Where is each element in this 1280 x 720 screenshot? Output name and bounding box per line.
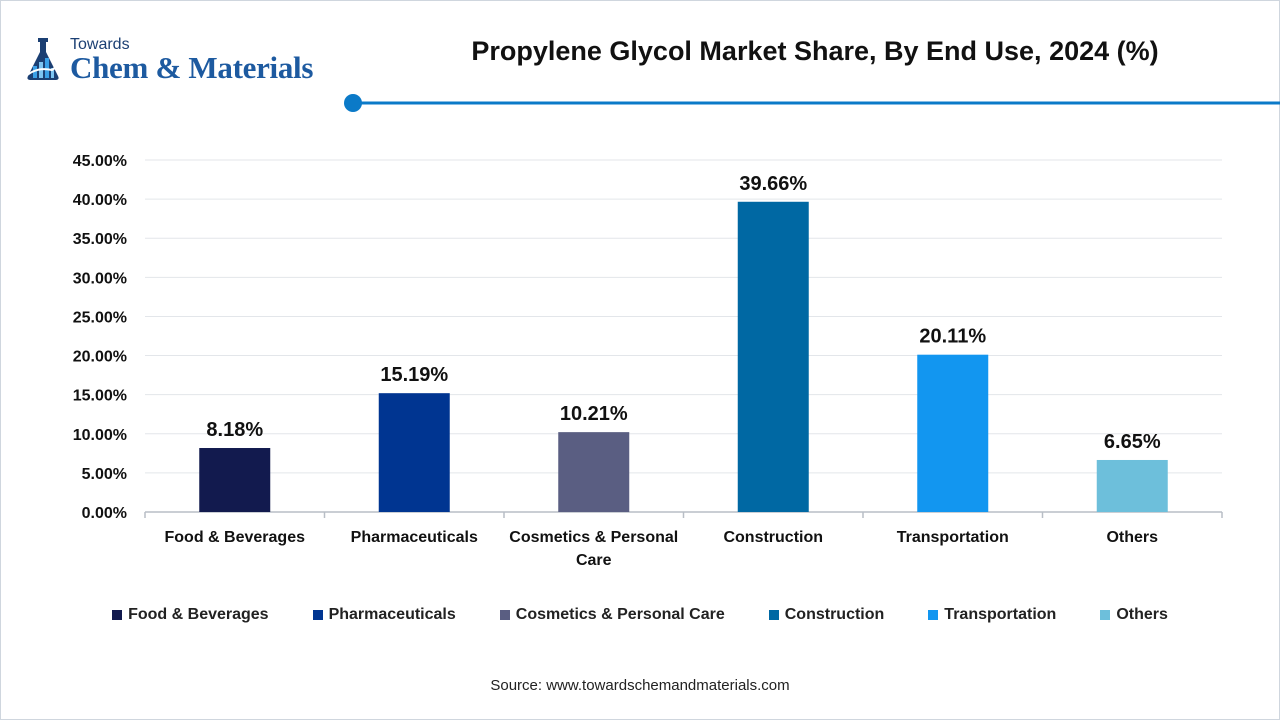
legend-item: Food & Beverages xyxy=(112,604,269,626)
bar-value-label: 8.18% xyxy=(206,419,263,441)
legend-item: Others xyxy=(1100,604,1168,626)
logo-wordmark-main: Chem & Materials xyxy=(70,50,314,85)
legend-item: Pharmaceuticals xyxy=(312,604,456,626)
legend-label: Food & Beverages xyxy=(128,606,269,623)
legend-label: Construction xyxy=(784,606,885,623)
y-tick-label: 40.00% xyxy=(73,192,127,209)
legend-swatch xyxy=(768,610,779,620)
bar xyxy=(917,354,989,512)
legend-swatch xyxy=(499,610,510,620)
bar-chart: 0.00% 5.00% 10.00% 15.00% 20.00% 25.00% 30.00%… xyxy=(73,153,1223,569)
bar-value-label: 20.11% xyxy=(919,326,986,348)
source-note: Source: www.towardschemandmaterials.com xyxy=(490,677,790,694)
legend-label: Pharmaceuticals xyxy=(328,606,456,623)
x-tick-label: Construction xyxy=(723,529,823,546)
legend-label: Others xyxy=(1116,606,1168,623)
flask-logo-icon xyxy=(22,38,66,81)
legend-swatch xyxy=(312,610,323,620)
bar xyxy=(199,448,271,512)
title-underline xyxy=(344,94,1280,112)
x-tick-label: Food & Beverages xyxy=(165,529,306,546)
brand-logo: Towards Chem & Materials xyxy=(22,36,332,86)
chart-legend: Food & Beverages Pharmaceuticals Cosmetics… xyxy=(0,604,1280,626)
bar-value-label: 6.65% xyxy=(1104,431,1161,453)
bar-value-label: 10.21% xyxy=(560,403,628,425)
legend-item: Transportation xyxy=(928,604,1056,626)
logo-wordmark-top: Towards xyxy=(70,36,130,53)
bar xyxy=(737,201,809,512)
x-tick-label: Cosmetics & Personal Care xyxy=(509,529,678,569)
legend-swatch xyxy=(928,610,939,620)
bar xyxy=(1096,459,1168,512)
bar xyxy=(378,393,450,512)
bar-value-label: 39.66% xyxy=(739,173,807,195)
legend-item: Cosmetics & Personal Care xyxy=(499,604,725,626)
legend-swatch xyxy=(1100,610,1111,620)
y-tick-label: 30.00% xyxy=(73,270,127,287)
x-tick-label: Pharmaceuticals xyxy=(351,529,478,546)
y-tick-label: 45.00% xyxy=(73,153,127,170)
bar-value-label: 15.19% xyxy=(380,364,448,386)
title-underline-dot xyxy=(344,94,362,112)
chart-title: Propylene Glycol Market Share, By End Us… xyxy=(471,36,1159,66)
y-tick-label: 15.00% xyxy=(73,388,127,405)
legend-label: Cosmetics & Personal Care xyxy=(515,606,725,623)
x-tick-label: Others xyxy=(1106,529,1158,546)
y-tick-label: 25.00% xyxy=(73,309,127,326)
y-tick-label: 20.00% xyxy=(73,349,127,366)
title-underline-line xyxy=(361,101,1280,105)
y-tick-label: 0.00% xyxy=(82,505,127,522)
legend-swatch xyxy=(112,610,123,620)
x-tick-label: Transportation xyxy=(897,529,1009,546)
y-tick-label: 5.00% xyxy=(82,466,127,483)
bar xyxy=(558,432,630,512)
legend-item: Construction xyxy=(768,604,885,626)
legend-label: Transportation xyxy=(944,606,1057,623)
y-tick-label: 35.00% xyxy=(73,231,127,248)
y-tick-label: 10.00% xyxy=(73,427,127,444)
